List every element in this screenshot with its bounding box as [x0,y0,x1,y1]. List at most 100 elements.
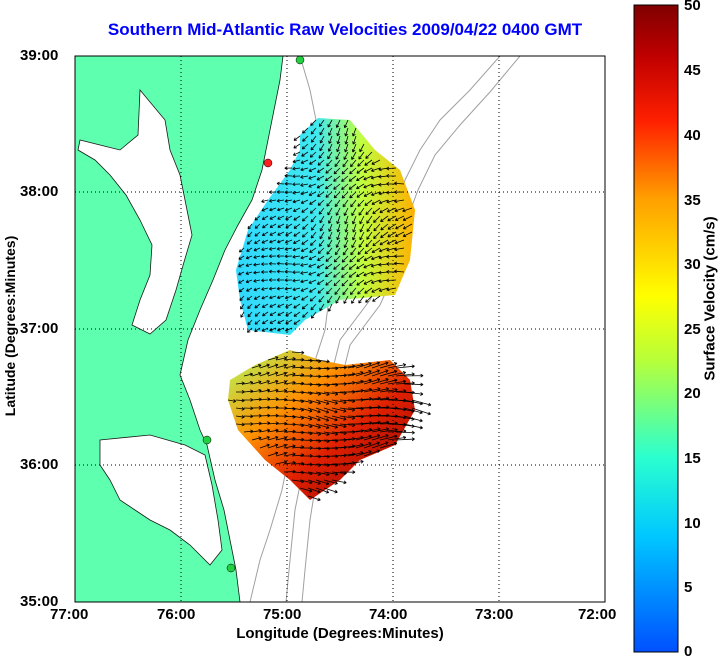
velocity-arrow [300,183,309,187]
velocity-arrow [395,223,405,230]
velocity-arrow [355,442,372,449]
colorbar-tick-label: 15 [684,450,701,467]
velocity-arrow [277,303,285,308]
velocity-arrow [386,262,397,266]
velocity-arrow [318,119,325,127]
velocity-arrow [292,151,301,156]
x-tick-label: 73:00 [475,606,514,623]
y-tick-label: 37:00 [20,320,59,337]
velocity-arrow [251,436,262,441]
velocity-arrow [261,295,269,300]
velocity-arrow [253,255,261,259]
velocity-arrow [351,143,357,153]
velocity-arrow [269,311,277,316]
y-tick-label: 38:00 [20,183,59,200]
velocity-arrow [387,379,407,385]
velocity-arrow [386,287,397,292]
velocity-arrow [351,207,357,216]
velocity-arrow [251,380,262,385]
velocity-arrow [284,286,293,291]
velocity-arrow [349,191,357,199]
velocity-arrow [269,319,277,324]
velocity-arrow [350,159,357,168]
velocity-arrow [253,262,261,267]
velocity-arrow [317,191,325,197]
velocity-arrow [268,261,277,266]
velocity-arrow [328,127,333,136]
velocity-arrow [331,407,347,413]
velocity-arrow [276,246,285,251]
velocity-arrow [386,207,397,213]
pamlico-sound [99,434,223,566]
velocity-arrow [235,406,245,411]
velocity-arrow [394,254,405,259]
velocity-arrow [333,191,341,199]
velocity-arrow [309,151,317,158]
velocity-arrow [364,247,373,255]
velocity-arrow [371,378,389,385]
velocity-arrow [380,231,389,239]
velocity-arrow [262,223,269,229]
velocity-arrow [350,287,357,296]
velocity-arrow [308,255,317,261]
velocity-arrow [358,295,365,304]
velocity-arrow [246,295,253,301]
velocity-arrow [364,287,373,294]
velocity-arrow [254,231,261,237]
velocity-arrow [284,254,293,259]
velocity-arrow [269,295,277,300]
velocity-arrow [254,239,261,244]
velocity-arrow [243,380,254,385]
velocity-arrow [292,247,301,252]
velocity-arrow [316,175,325,181]
velocity-arrow [253,287,261,292]
velocity-arrow [402,231,413,238]
velocity-arrow [302,135,309,142]
velocity-arrow [246,239,253,245]
velocity-arrow [370,175,381,180]
velocity-arrow [300,199,309,204]
velocity-arrow [317,255,325,261]
velocity-arrow [308,191,317,197]
velocity-arrow [325,183,333,190]
velocity-arrow [245,279,253,284]
velocity-arrow [300,247,309,252]
velocity-arrow [300,167,309,172]
velocity-arrow [243,372,254,377]
velocity-arrow [386,182,397,186]
velocity-arrow [333,175,341,182]
velocity-arrow [292,287,301,292]
velocity-arrow [275,371,287,377]
velocity-arrow [372,207,381,215]
velocity-arrow [259,371,270,377]
velocity-arrow [246,247,253,252]
velocity-arrow [267,356,279,361]
velocity-arrow [357,199,365,207]
velocity-arrow [331,479,347,485]
velocity-arrow [363,434,381,441]
velocity-arrow [308,279,317,284]
velocity-arrow [302,223,309,230]
velocity-arrow [395,364,415,369]
velocity-arrow [235,414,245,419]
velocity-arrow [327,239,333,248]
velocity-arrow [292,278,301,283]
velocity-arrow [301,295,309,301]
velocity-arrow [261,207,269,212]
velocity-arrow [366,231,373,240]
velocity-arrow [307,399,321,405]
velocity-arrow [284,261,293,266]
velocity-arrow [284,190,293,195]
velocity-arrow [269,303,277,308]
velocity-arrow [327,143,333,152]
velocity-arrow [372,239,381,247]
velocity-arrow [267,371,279,377]
velocity-arrow [371,369,389,377]
velocity-arrow [310,119,317,126]
velocity-arrow [317,287,325,294]
velocity-arrow [261,278,269,283]
velocity-arrow [365,295,373,303]
velocity-arrow [335,119,341,128]
grid-lines [75,56,605,602]
velocity-arrow [356,175,365,182]
